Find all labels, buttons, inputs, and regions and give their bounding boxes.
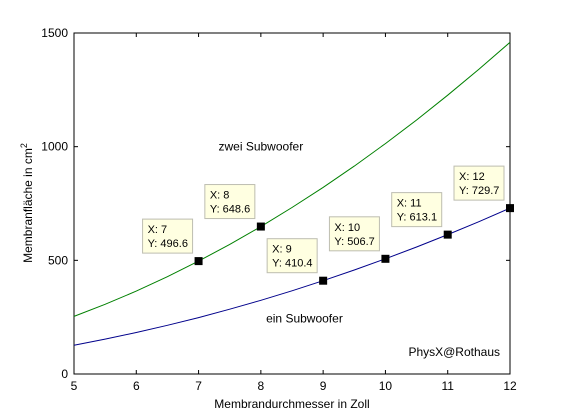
datatip[interactable]: X: 9 Y: 410.4 xyxy=(266,238,328,285)
y-axis-label-main: Membranfläche in cm xyxy=(21,148,35,263)
x-tick-label: 5 xyxy=(71,379,78,393)
datatip-box xyxy=(453,165,505,201)
x-tick-label: 9 xyxy=(320,379,327,393)
x-tick-label: 11 xyxy=(441,379,454,393)
datatip-x-text: X: 7 xyxy=(148,224,168,236)
x-tick-label: 12 xyxy=(503,379,517,393)
datatip-marker[interactable] xyxy=(256,222,265,231)
y-axis-label-sup: 2 xyxy=(19,143,29,148)
y-tick-label: 500 xyxy=(48,253,68,267)
datatip-x-text: X: 8 xyxy=(210,190,230,202)
x-tick-label: 7 xyxy=(195,379,202,393)
datatip-box xyxy=(142,218,194,254)
datatip[interactable]: X: 7 Y: 496.6 xyxy=(142,218,203,266)
x-axis-label: Membrandurchmesser in Zoll xyxy=(214,397,369,411)
datatip-box xyxy=(266,238,318,274)
datatip-y-text: Y: 648.6 xyxy=(210,204,250,216)
datatip-x-text: X: 10 xyxy=(334,222,360,234)
datatip-marker[interactable] xyxy=(319,276,328,285)
x-tick-label: 10 xyxy=(379,379,393,393)
series-lines xyxy=(73,41,511,346)
datatip-box xyxy=(391,192,443,228)
datatip-x-text: X: 9 xyxy=(272,244,292,256)
datatip-y-text: Y: 613.1 xyxy=(397,212,437,224)
y-tick-label: 0 xyxy=(61,367,68,381)
series-label-0: zwei Subwoofer xyxy=(218,140,303,154)
datatip[interactable]: X: 8 Y: 648.6 xyxy=(204,184,265,231)
datatip-x-text: X: 12 xyxy=(459,171,485,183)
credit-label: PhysX@Rothaus xyxy=(408,345,500,359)
x-axis: 5 6 7 8 9 10 11 12 xyxy=(71,33,517,393)
datatip-marker[interactable] xyxy=(506,204,514,213)
series-line-1 xyxy=(73,207,511,346)
datatip-y-text: Y: 506.7 xyxy=(334,236,374,248)
datatips: X: 7 Y: 496.6 X: 8 Y: 648.6 X: 9 Y: 410.4 X: 1… xyxy=(142,165,514,285)
x-tick-label: 6 xyxy=(133,379,140,393)
datatip-marker[interactable] xyxy=(194,257,203,266)
series-labels: zwei Subwoofer ein Subwoofer xyxy=(218,140,342,326)
datatip-marker[interactable] xyxy=(381,254,390,263)
y-tick-label: 1500 xyxy=(41,26,68,40)
y-axis-label: Membranfläche in cm2 xyxy=(19,143,35,263)
datatip[interactable]: X: 12 Y: 729.7 xyxy=(453,165,514,213)
datatip-y-text: Y: 729.7 xyxy=(459,185,499,197)
datatip-y-text: Y: 496.6 xyxy=(148,238,188,250)
series-label-1: ein Subwoofer xyxy=(266,311,343,325)
datatip-box xyxy=(328,216,380,252)
datatip[interactable]: X: 10 Y: 506.7 xyxy=(328,216,390,263)
y-tick-label: 1000 xyxy=(41,140,68,154)
datatip-marker[interactable] xyxy=(443,230,452,239)
datatip-y-text: Y: 410.4 xyxy=(272,258,312,270)
series-line-0 xyxy=(73,41,511,317)
y-axis: 0 500 1000 1500 xyxy=(41,26,510,381)
datatip-x-text: X: 11 xyxy=(397,198,422,210)
x-tick-label: 8 xyxy=(258,379,265,393)
datatip-box xyxy=(204,184,256,220)
datatip[interactable]: X: 11 Y: 613.1 xyxy=(391,192,452,239)
